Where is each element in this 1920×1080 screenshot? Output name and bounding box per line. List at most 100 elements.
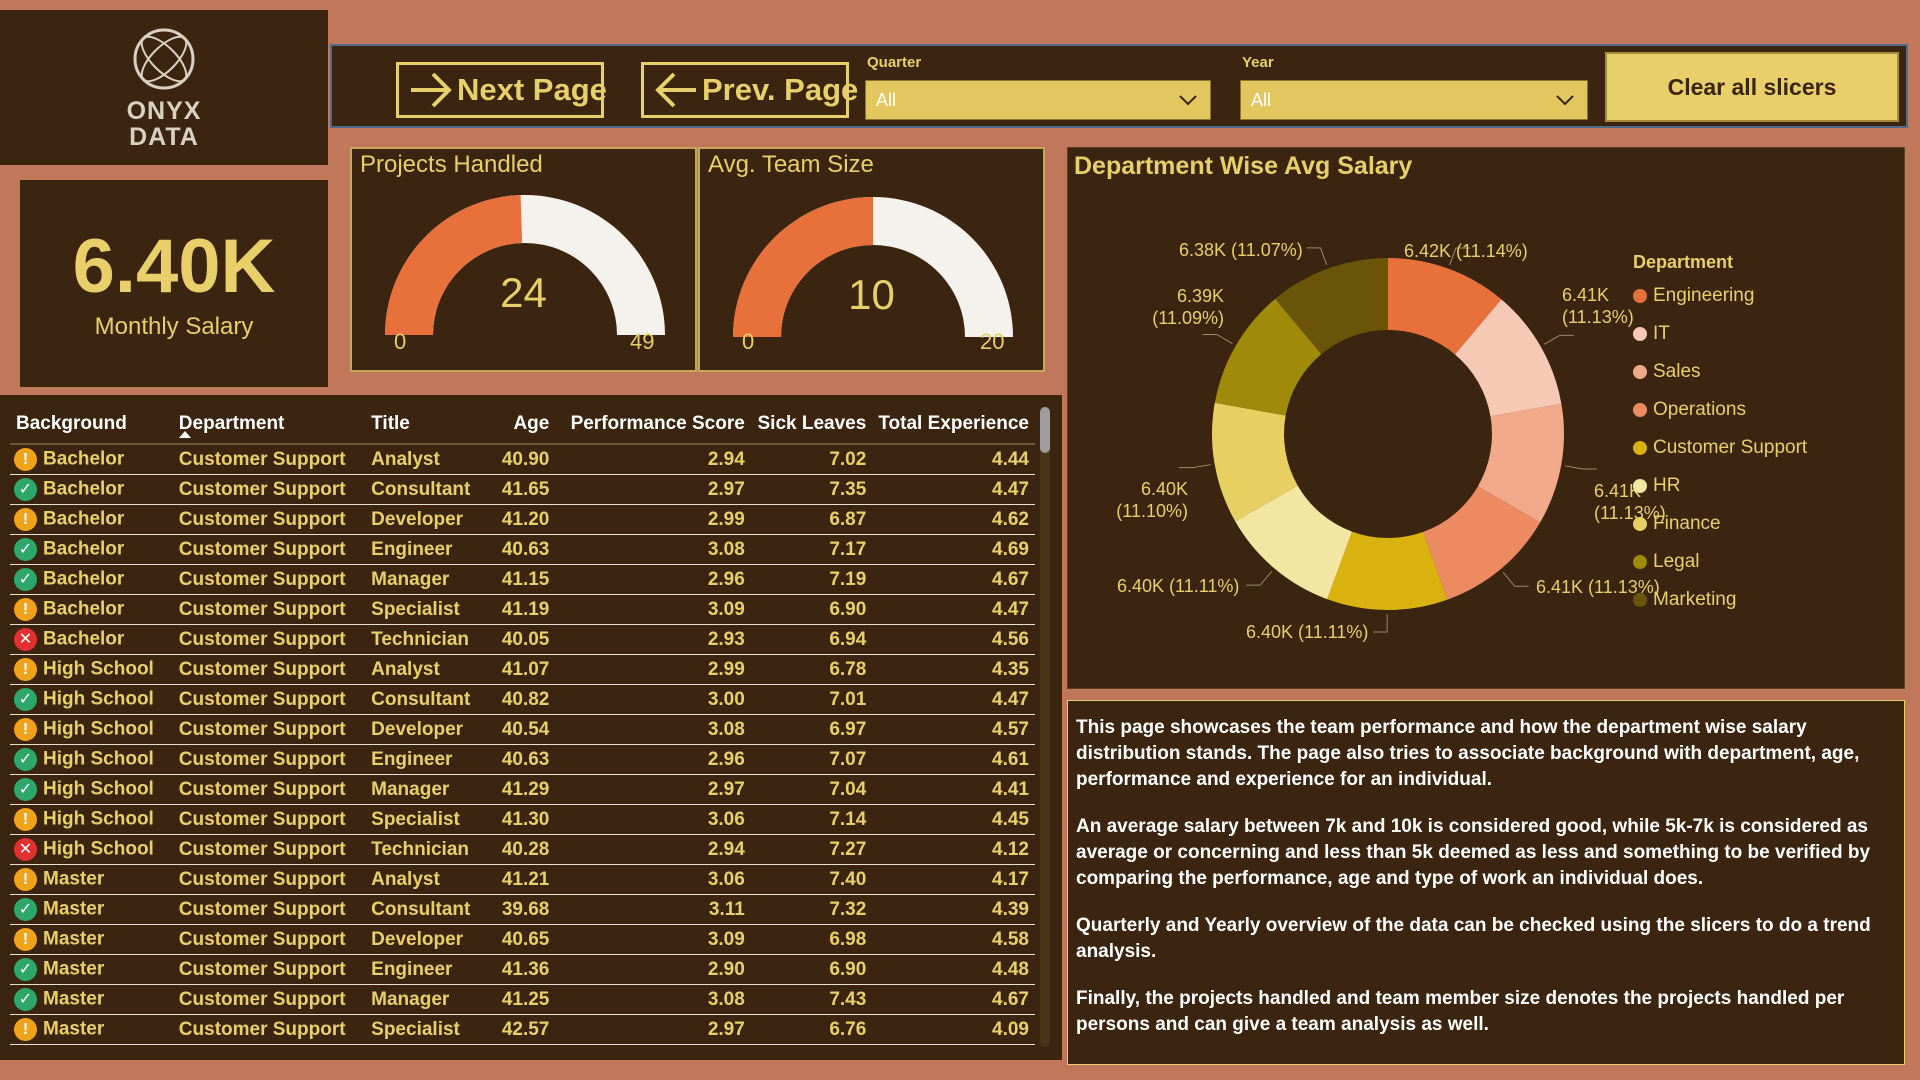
donut-slice-finance[interactable] — [1212, 402, 1298, 522]
table-row[interactable]: ✓ High School Customer Support Engineer 40.6… — [10, 744, 1035, 775]
cell-age: 40.05 — [488, 624, 556, 655]
cell-department: Customer Support — [172, 444, 366, 475]
gauge-min: 0 — [742, 329, 755, 354]
gauge-fill — [733, 197, 873, 337]
cell-age: 40.63 — [488, 534, 556, 565]
cell-text: 40.65 — [501, 928, 550, 950]
cell-text: 4.58 — [992, 928, 1029, 950]
cell-title: Technician — [365, 834, 489, 865]
table-row[interactable]: ✓ Bachelor Customer Support Engineer 40.63 3.… — [10, 534, 1035, 565]
legend-item[interactable]: Legal — [1633, 543, 1807, 581]
description-paragraph: This page showcases the team performance… — [1076, 717, 1860, 790]
legend-item[interactable]: Marketing — [1633, 581, 1807, 619]
legend-item[interactable]: Engineering — [1633, 277, 1807, 315]
table-row[interactable]: ! Master Customer Support Analyst 41.21 3.06 7… — [10, 864, 1035, 895]
cell-text: 6.87 — [829, 508, 867, 530]
cell-age: 40.65 — [488, 924, 556, 955]
column-header-total-experience[interactable]: Total Experience — [872, 405, 1035, 445]
table-row[interactable]: ! High School Customer Support Analyst 41.07… — [10, 654, 1035, 685]
legend-item[interactable]: Sales — [1633, 353, 1807, 391]
cell-exp: 4.69 — [872, 534, 1035, 565]
cell-text: Customer Support — [178, 448, 346, 470]
cell-text: Bachelor — [43, 568, 125, 590]
table-scrollbar-thumb[interactable] — [1040, 407, 1050, 453]
cell-text: Consultant — [371, 478, 471, 500]
cell-text: 4.09 — [992, 1018, 1029, 1040]
warning-icon: ! — [14, 448, 37, 471]
legend-items: Engineering IT Sales Operations Customer Sup… — [1633, 277, 1807, 619]
table-row[interactable]: ✓ Bachelor Customer Support Consultant 41.65… — [10, 474, 1035, 505]
column-header-department[interactable]: Department — [172, 405, 366, 445]
donut-slice-engineering[interactable] — [1388, 258, 1502, 355]
gauge-title: Projects Handled — [360, 151, 543, 178]
cell-text: 7.32 — [829, 898, 867, 920]
legend-item[interactable]: Customer Support — [1633, 429, 1807, 467]
cell-text: 2.96 — [707, 568, 745, 590]
cell-sick: 6.90 — [750, 954, 873, 985]
legend-swatch — [1633, 327, 1647, 341]
donut-slice-legal[interactable] — [1214, 298, 1322, 416]
cell-text: Master — [43, 1018, 105, 1040]
logo-line1: ONYX — [126, 96, 202, 125]
legend-item[interactable]: HR — [1633, 467, 1807, 505]
table-row[interactable]: ! Master Customer Support Specialist 42.57 2.… — [10, 1014, 1035, 1045]
cell-title: Specialist — [365, 804, 489, 835]
year-slicer-label: Year — [1242, 54, 1274, 71]
quarter-slicer-dropdown[interactable]: All — [865, 80, 1211, 120]
donut-slice-customer-support[interactable] — [1327, 531, 1448, 610]
cell-text: 7.19 — [829, 568, 867, 590]
warning-icon: ! — [14, 1018, 37, 1041]
year-slicer-dropdown[interactable]: All — [1240, 80, 1588, 120]
cell-title: Specialist — [365, 1014, 489, 1045]
clear-slicers-button[interactable]: Clear all slicers — [1605, 52, 1899, 122]
table-scrollbar-track[interactable] — [1040, 407, 1050, 1047]
prev-page-button[interactable]: Prev. Page — [641, 62, 858, 118]
cell-age: 41.21 — [488, 864, 556, 895]
sort-ascending-icon[interactable] — [178, 429, 192, 439]
next-page-button[interactable]: Next Page — [396, 62, 607, 118]
table-row[interactable]: ! Bachelor Customer Support Specialist 41.19… — [10, 594, 1035, 625]
donut-slice-marketing[interactable] — [1275, 258, 1388, 355]
cell-background: ! Master — [10, 924, 173, 955]
cell-department: Customer Support — [172, 954, 366, 985]
arrow-left-icon — [655, 72, 696, 108]
cell-age: 40.54 — [488, 714, 556, 745]
legend-item[interactable]: Operations — [1633, 391, 1807, 429]
cell-text: 2.99 — [707, 508, 745, 530]
cell-text: 40.54 — [501, 718, 550, 740]
table-row[interactable]: ✕ Bachelor Customer Support Technician 40.05… — [10, 624, 1035, 655]
column-header-background[interactable]: Background — [10, 405, 173, 445]
table-row[interactable]: ✓ High School Customer Support Manager 41.29… — [10, 774, 1035, 805]
table-row[interactable]: ! Bachelor Customer Support Developer 41.20 2… — [10, 504, 1035, 535]
cell-sick: 6.90 — [750, 594, 873, 625]
cell-text: 41.25 — [501, 988, 550, 1010]
column-header-title[interactable]: Title — [365, 405, 489, 445]
table-row[interactable]: ! Master Customer Support Developer 40.65 3.0… — [10, 924, 1035, 955]
cell-sick: 6.97 — [750, 714, 873, 745]
column-header-age[interactable]: Age — [488, 405, 556, 445]
legend-item[interactable]: IT — [1633, 315, 1807, 353]
donut-slice-hr[interactable] — [1235, 485, 1353, 600]
table-row[interactable]: ✓ Master Customer Support Consultant 39.68 3.… — [10, 894, 1035, 925]
projects-gauge-svg — [385, 195, 665, 335]
column-header-performance[interactable]: Performance Score — [555, 405, 751, 445]
cell-age: 40.28 — [488, 834, 556, 865]
table-row[interactable]: ✓ High School Customer Support Consultant 40… — [10, 684, 1035, 715]
table-row[interactable]: ✕ High School Customer Support Technician 40… — [10, 834, 1035, 865]
table-row[interactable]: ! High School Customer Support Developer 40.… — [10, 714, 1035, 745]
legend-item[interactable]: Finance — [1633, 505, 1807, 543]
donut-slice-sales[interactable] — [1477, 403, 1564, 523]
column-header-sick-leaves[interactable]: Sick Leaves — [750, 405, 873, 445]
quarter-slicer-value: All — [876, 89, 897, 110]
donut-slice-operations[interactable] — [1423, 486, 1541, 600]
cell-background: ✓ Master — [10, 984, 173, 1015]
table-row[interactable]: ! Bachelor Customer Support Analyst 40.90 2.9… — [10, 444, 1035, 475]
table-row[interactable]: ✓ Bachelor Customer Support Manager 41.15 2.9… — [10, 564, 1035, 595]
cell-department: Customer Support — [172, 894, 366, 925]
donut-slice-it[interactable] — [1455, 299, 1562, 417]
table-row[interactable]: ✓ Master Customer Support Engineer 41.36 2.90… — [10, 954, 1035, 985]
cell-text: Customer Support — [178, 868, 346, 890]
table-row[interactable]: ! High School Customer Support Specialist 41… — [10, 804, 1035, 835]
table-row[interactable]: ✓ Master Customer Support Manager 41.25 3.08 7… — [10, 984, 1035, 1015]
cell-exp: 4.56 — [872, 624, 1035, 655]
